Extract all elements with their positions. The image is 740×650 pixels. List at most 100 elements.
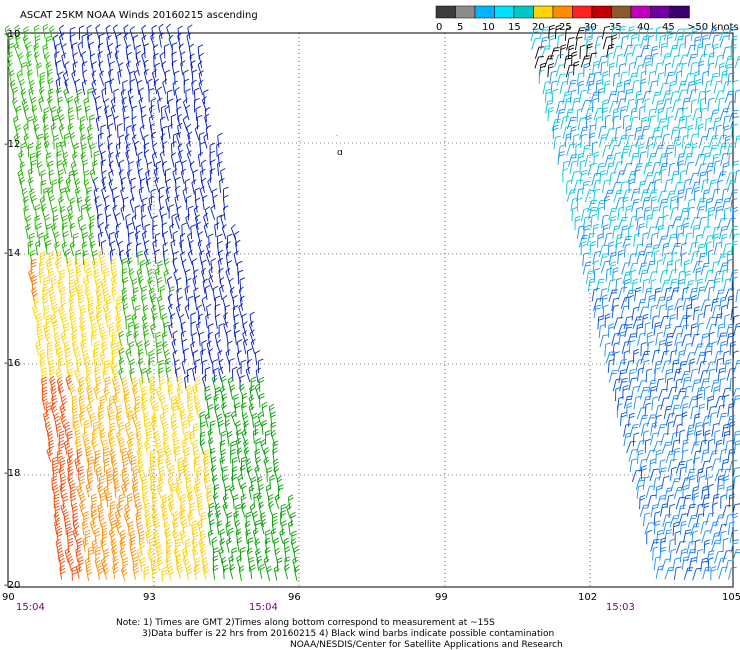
wind-barb <box>33 123 40 140</box>
wind-barb <box>635 90 643 105</box>
wind-barb <box>668 269 678 282</box>
legend-label: 20 <box>532 22 545 33</box>
wind-barb <box>139 124 145 141</box>
wind-barb <box>692 567 702 581</box>
wind-barb <box>687 53 697 67</box>
wind-barb <box>139 178 146 193</box>
wind-barb <box>199 185 205 202</box>
wind-barb <box>604 114 612 129</box>
wind-barb <box>233 393 240 409</box>
wind-barb <box>74 258 81 274</box>
wind-barb <box>108 68 114 84</box>
wind-barb <box>77 556 85 572</box>
wind-barb <box>141 114 147 130</box>
lat-tick: -14 <box>4 248 20 259</box>
wind-barb <box>613 317 623 330</box>
wind-barb <box>148 114 154 131</box>
wind-barb <box>58 71 64 87</box>
wind-barb <box>169 286 175 301</box>
wind-barb <box>202 455 210 472</box>
wind-barb <box>623 243 631 258</box>
wind-barb <box>734 55 740 69</box>
wind-barb <box>83 257 90 273</box>
wind-barb <box>672 521 680 536</box>
wind-barb <box>172 349 178 366</box>
wind-barb <box>129 78 135 94</box>
wind-barb <box>104 223 110 240</box>
wind-barb <box>166 23 171 39</box>
legend-label: 0 <box>436 22 442 33</box>
wind-barb <box>131 105 138 121</box>
wind-barb <box>670 126 679 140</box>
wind-barb <box>185 88 191 104</box>
wind-barb <box>35 240 41 256</box>
wind-barb <box>79 500 86 517</box>
wind-barb <box>62 158 68 174</box>
wind-barb <box>106 475 113 491</box>
wind-barb <box>148 375 156 391</box>
wind-barb <box>153 53 159 68</box>
wind-barb <box>19 78 26 94</box>
wind-barb <box>194 214 200 230</box>
wind-barb <box>721 458 729 473</box>
wind-barb <box>48 88 54 104</box>
wind-barb <box>692 224 700 239</box>
wind-barb <box>705 89 711 105</box>
wind-barb <box>85 447 92 462</box>
wind-barb <box>719 340 727 355</box>
wind-barb <box>181 338 188 354</box>
wind-barb <box>582 144 590 159</box>
wind-barb <box>226 329 232 345</box>
wind-barb <box>292 556 299 573</box>
wind-barb <box>249 329 255 345</box>
wind-barb <box>239 383 245 400</box>
wind-barb <box>27 69 33 85</box>
wind-barb <box>198 331 205 347</box>
wind-barb <box>114 50 120 66</box>
wind-barb <box>200 511 207 527</box>
wind-barb <box>29 152 36 168</box>
wind-barb <box>711 532 721 546</box>
wind-barb <box>242 338 249 355</box>
wind-barb <box>191 332 197 348</box>
wind-barb <box>219 276 225 293</box>
wind-barb <box>86 24 92 40</box>
wind-barb <box>159 285 166 301</box>
wind-barb <box>118 421 125 437</box>
wind-barb <box>91 322 98 338</box>
wind-barb <box>700 97 706 112</box>
wind-barb <box>26 50 32 67</box>
wind-barb <box>256 492 263 508</box>
wind-barb <box>58 196 64 212</box>
wind-barb <box>238 565 245 581</box>
wind-barb <box>99 395 106 411</box>
wind-barb <box>637 223 645 237</box>
wind-barb <box>722 504 732 518</box>
wind-barb <box>143 412 150 427</box>
wind-barb <box>684 385 692 400</box>
wind-barb <box>676 305 683 320</box>
wind-barb <box>198 79 204 96</box>
wind-barb <box>186 367 193 383</box>
wind-barb <box>605 267 613 282</box>
wind-barb <box>625 289 635 302</box>
wind-barb <box>120 566 128 582</box>
wind-barb <box>64 547 72 563</box>
wind-barb <box>134 420 142 437</box>
wind-barb <box>126 330 133 346</box>
wind-barb <box>94 366 101 382</box>
wind-barb <box>641 359 650 374</box>
wind-barb <box>710 298 719 312</box>
wind-barb <box>107 133 113 150</box>
wind-barb <box>252 428 259 444</box>
wind-barb <box>239 547 246 562</box>
wind-barb <box>87 296 94 312</box>
wind-barb <box>662 214 669 229</box>
wind-barb <box>112 204 118 221</box>
wind-barb <box>206 303 212 319</box>
wind-barb <box>65 257 73 273</box>
wind-barb <box>207 177 213 193</box>
wind-barb <box>710 566 717 581</box>
wind-barb <box>251 412 258 428</box>
